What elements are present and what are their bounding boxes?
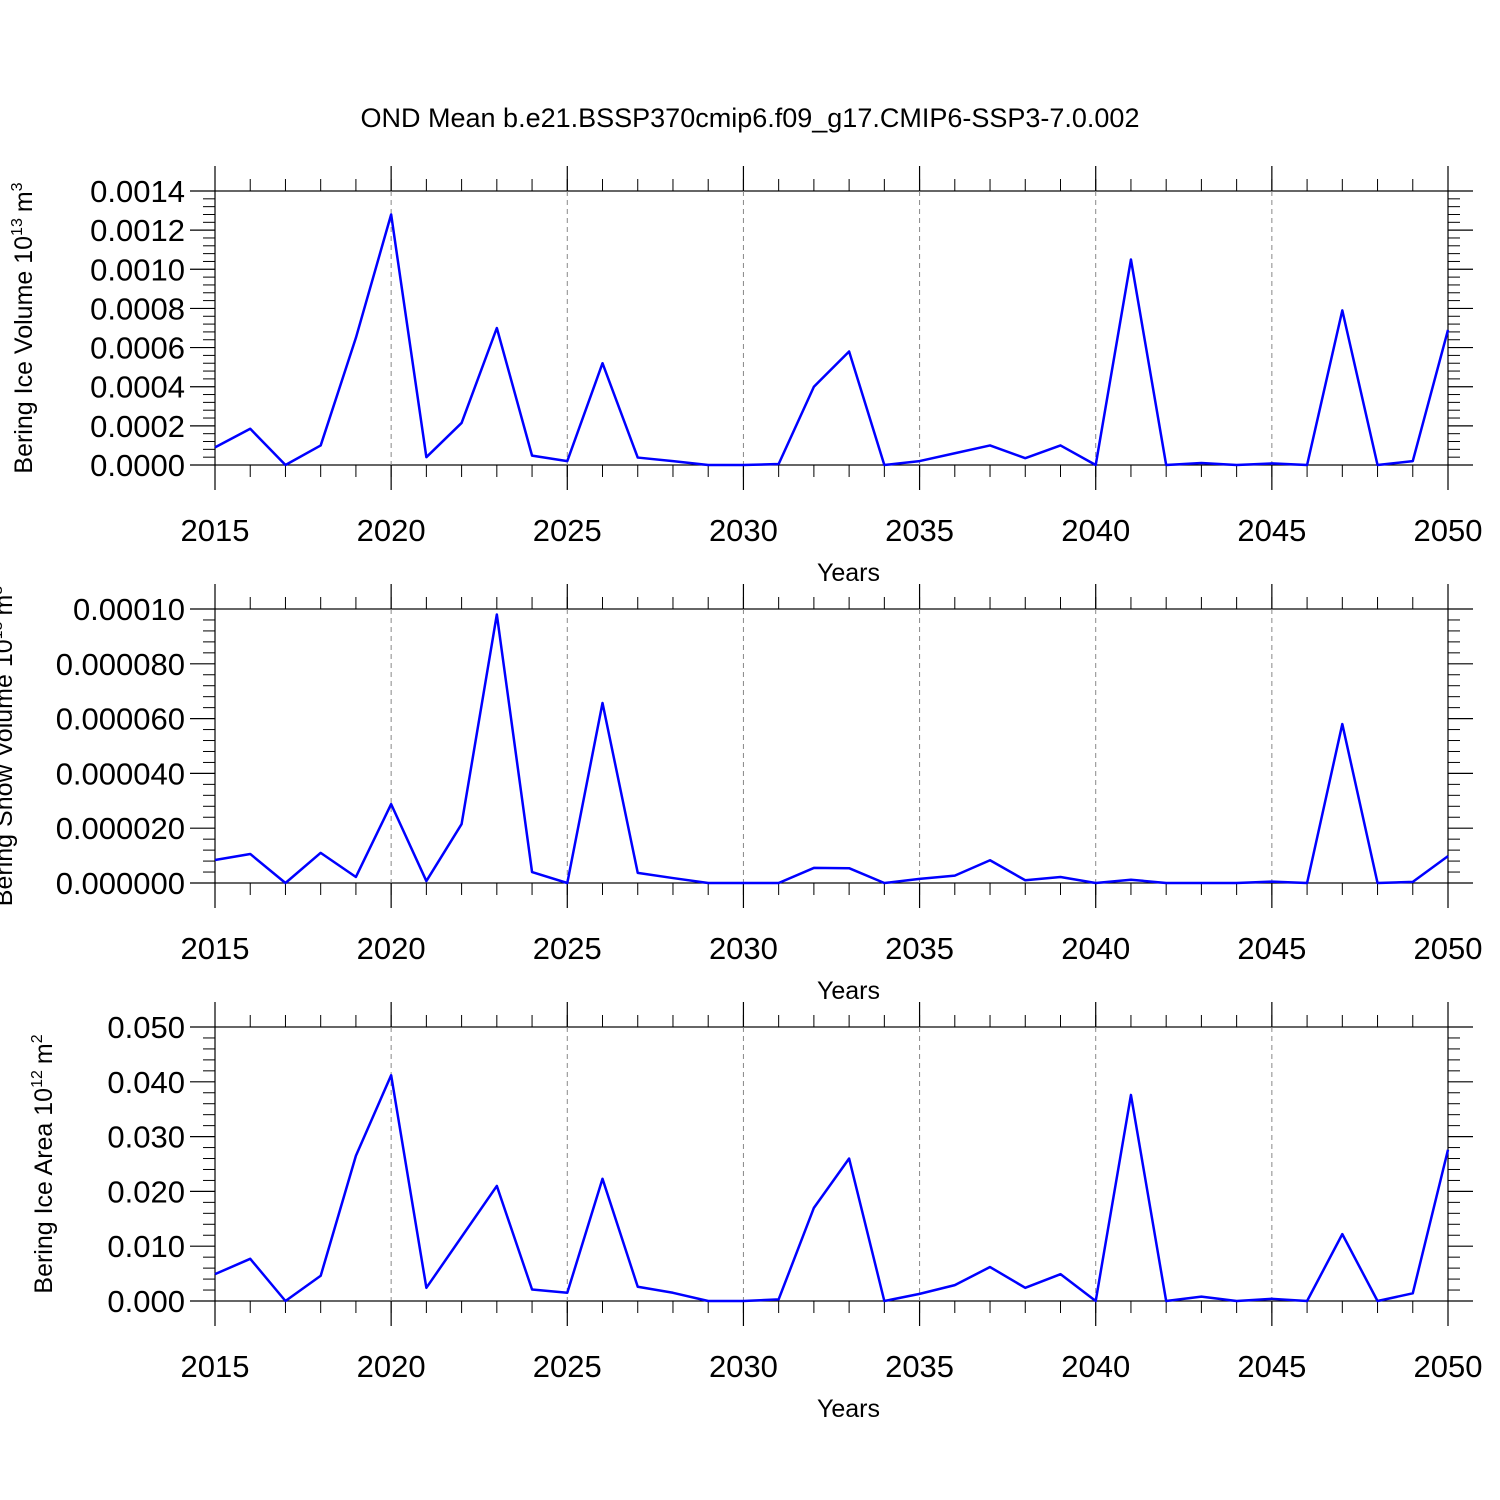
y-axis-label: Bering Ice Volume 1013 m3 bbox=[9, 182, 38, 473]
chart-title: OND Mean b.e21.BSSP370cmip6.f09_g17.CMIP… bbox=[361, 103, 1140, 133]
x-tick-label: 2035 bbox=[885, 931, 954, 966]
plot-frame bbox=[214, 608, 1449, 884]
x-tick-label: 2025 bbox=[533, 931, 602, 966]
y-label-group: Bering Snow Volume 1013 m3 bbox=[0, 586, 18, 906]
y-tick-label: 0.000060 bbox=[56, 702, 185, 737]
y-label-exponent: 12 bbox=[29, 1070, 46, 1088]
x-tick-label: 2045 bbox=[1237, 931, 1306, 966]
x-tick-label: 2020 bbox=[357, 513, 426, 548]
x-tick-label: 2030 bbox=[709, 1349, 778, 1384]
x-tick-label: 2020 bbox=[357, 931, 426, 966]
data-line bbox=[214, 1073, 1450, 1303]
x-tick-label: 2015 bbox=[181, 1349, 250, 1384]
x-tick-label: 2030 bbox=[709, 931, 778, 966]
y-tick-label: 0.0004 bbox=[90, 370, 185, 405]
y-tick-label: 0.040 bbox=[107, 1065, 185, 1100]
y-tick-label: 0.000020 bbox=[56, 811, 185, 846]
y-tick-label: 0.030 bbox=[107, 1120, 185, 1155]
y-tick-label: 0.000080 bbox=[56, 647, 185, 682]
y-tick-label: 0.0012 bbox=[90, 213, 185, 248]
plot-frame bbox=[214, 190, 1449, 466]
x-tick-label: 2050 bbox=[1414, 513, 1483, 548]
y-label-unit-exponent: 3 bbox=[0, 586, 6, 595]
y-label-unit: m bbox=[30, 1043, 58, 1064]
y-label-unit-exponent: 3 bbox=[9, 182, 26, 191]
y-label-unit: m bbox=[0, 595, 18, 616]
x-tick-label: 2050 bbox=[1414, 1349, 1483, 1384]
y-tick-label: 0.000000 bbox=[56, 866, 185, 901]
x-tick-label: 2015 bbox=[181, 513, 250, 548]
y-axis-label: Bering Ice Area 1012 m2 bbox=[29, 1034, 58, 1293]
x-tick-label: 2015 bbox=[181, 931, 250, 966]
y-label-text: Bering Ice Area 10 bbox=[30, 1088, 58, 1294]
x-axis-label: Years bbox=[817, 977, 880, 1005]
y-tick-label: 0.010 bbox=[107, 1229, 185, 1264]
plot-frame bbox=[214, 1026, 1449, 1302]
x-tick-label: 2035 bbox=[885, 1349, 954, 1384]
y-label-unit-exponent: 2 bbox=[29, 1034, 46, 1043]
y-tick-label: 0.0002 bbox=[90, 409, 185, 444]
y-tick-label: 0.0010 bbox=[90, 252, 185, 287]
y-tick-label: 0.0014 bbox=[90, 174, 185, 209]
y-tick-label: 0.00010 bbox=[73, 592, 185, 627]
y-label-unit: m bbox=[10, 191, 38, 212]
x-axis-label: Years bbox=[817, 1395, 880, 1423]
y-label-exponent: 13 bbox=[9, 218, 26, 236]
x-tick-label: 2040 bbox=[1061, 513, 1130, 548]
data-line bbox=[214, 213, 1450, 467]
x-tick-label: 2050 bbox=[1414, 931, 1483, 966]
x-tick-label: 2045 bbox=[1237, 513, 1306, 548]
y-tick-label: 0.0006 bbox=[90, 331, 185, 366]
x-tick-label: 2040 bbox=[1061, 1349, 1130, 1384]
x-tick-label: 2040 bbox=[1061, 931, 1130, 966]
y-tick-label: 0.0000 bbox=[90, 448, 185, 483]
y-tick-label: 0.000 bbox=[107, 1284, 185, 1319]
x-tick-label: 2025 bbox=[533, 1349, 602, 1384]
y-label-text: Bering Ice Volume 10 bbox=[10, 236, 38, 474]
y-tick-label: 0.0008 bbox=[90, 291, 185, 326]
y-label-exponent: 13 bbox=[0, 621, 6, 639]
x-axis-label: Years bbox=[817, 559, 880, 587]
x-tick-label: 2030 bbox=[709, 513, 778, 548]
x-tick-label: 2045 bbox=[1237, 1349, 1306, 1384]
x-tick-label: 2025 bbox=[533, 513, 602, 548]
x-tick-label: 2020 bbox=[357, 1349, 426, 1384]
y-label-text: Bering Snow Volume 10 bbox=[0, 639, 18, 906]
y-tick-label: 0.050 bbox=[107, 1010, 185, 1045]
data-line bbox=[214, 613, 1449, 885]
y-tick-label: 0.020 bbox=[107, 1174, 185, 1209]
y-axis-label: Bering Snow Volume 1013 m3 bbox=[0, 586, 18, 906]
x-tick-label: 2035 bbox=[885, 513, 954, 548]
y-tick-label: 0.000040 bbox=[56, 756, 185, 791]
